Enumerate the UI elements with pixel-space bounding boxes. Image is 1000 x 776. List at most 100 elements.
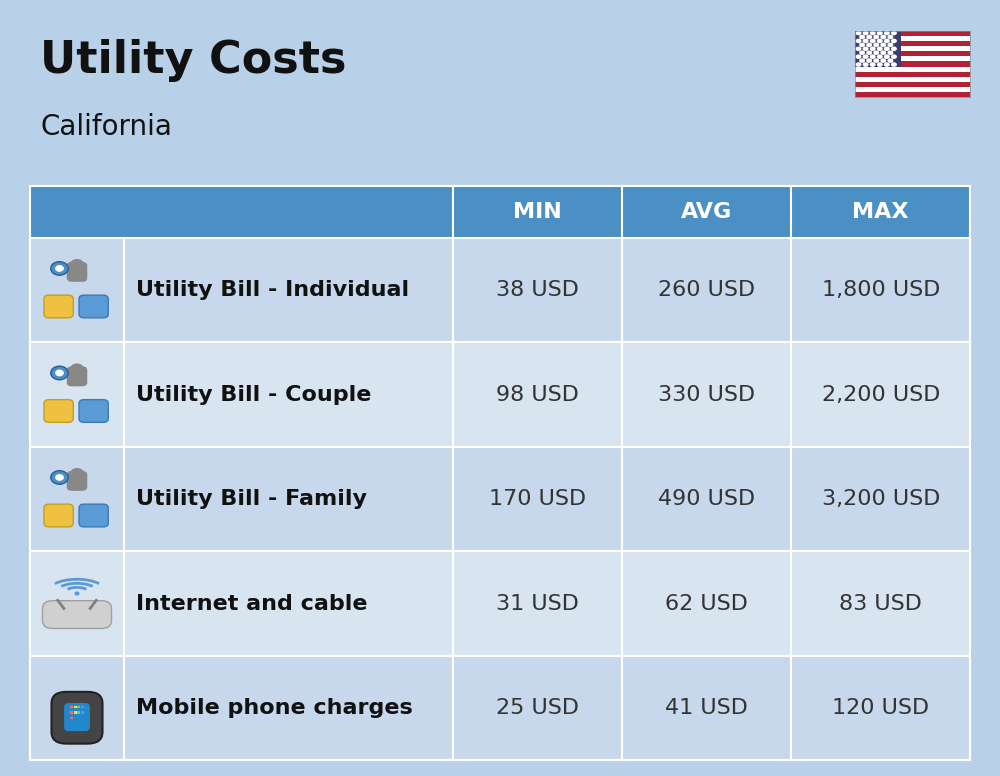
Bar <box>855 77 970 81</box>
FancyBboxPatch shape <box>67 471 87 491</box>
Bar <box>70 705 73 708</box>
Bar <box>855 92 970 97</box>
Bar <box>855 61 970 67</box>
Text: 62 USD: 62 USD <box>665 594 748 614</box>
Circle shape <box>863 47 869 51</box>
Circle shape <box>880 43 886 47</box>
Circle shape <box>856 62 862 67</box>
Circle shape <box>51 262 68 275</box>
Circle shape <box>859 50 865 55</box>
Bar <box>30 186 970 760</box>
Bar <box>855 57 970 61</box>
FancyBboxPatch shape <box>79 400 108 422</box>
Circle shape <box>55 265 64 272</box>
Circle shape <box>866 58 872 63</box>
Text: Mobile phone charges: Mobile phone charges <box>136 698 413 719</box>
Bar <box>74 705 77 708</box>
Text: Internet and cable: Internet and cable <box>136 594 368 614</box>
Text: Utility Costs: Utility Costs <box>40 39 347 81</box>
FancyBboxPatch shape <box>64 703 90 731</box>
Bar <box>30 656 970 760</box>
Circle shape <box>55 474 64 481</box>
Circle shape <box>51 471 68 484</box>
Circle shape <box>863 62 869 67</box>
Circle shape <box>880 58 886 63</box>
Circle shape <box>70 259 84 270</box>
Circle shape <box>870 39 876 43</box>
Bar <box>74 711 77 713</box>
Bar <box>77 711 80 713</box>
Circle shape <box>856 47 862 51</box>
Circle shape <box>873 43 879 47</box>
Circle shape <box>870 54 876 59</box>
Bar <box>855 51 970 57</box>
Bar <box>70 711 73 713</box>
Bar <box>30 186 970 238</box>
Circle shape <box>856 31 862 36</box>
Circle shape <box>880 35 886 40</box>
Circle shape <box>891 54 897 59</box>
Circle shape <box>863 31 869 36</box>
Circle shape <box>856 39 862 43</box>
Circle shape <box>887 58 893 63</box>
Circle shape <box>70 363 84 374</box>
FancyBboxPatch shape <box>79 295 108 318</box>
Circle shape <box>55 369 64 376</box>
Bar <box>855 36 970 41</box>
Text: California: California <box>40 113 172 140</box>
FancyBboxPatch shape <box>67 262 87 282</box>
Bar <box>855 31 970 36</box>
Circle shape <box>884 39 890 43</box>
Circle shape <box>877 62 883 67</box>
Text: 25 USD: 25 USD <box>496 698 579 719</box>
Circle shape <box>870 47 876 51</box>
Bar <box>855 31 970 97</box>
Circle shape <box>891 62 897 67</box>
Circle shape <box>873 50 879 55</box>
Circle shape <box>863 54 869 59</box>
Circle shape <box>891 31 897 36</box>
Text: 98 USD: 98 USD <box>496 385 579 405</box>
Text: 2,200 USD: 2,200 USD <box>822 385 940 405</box>
Circle shape <box>877 39 883 43</box>
Bar <box>855 87 970 92</box>
Bar <box>30 238 970 342</box>
Bar <box>855 81 970 87</box>
Bar <box>81 711 84 713</box>
Circle shape <box>866 35 872 40</box>
Bar <box>855 71 970 77</box>
Text: 83 USD: 83 USD <box>839 594 922 614</box>
Text: 41 USD: 41 USD <box>665 698 748 719</box>
Text: 31 USD: 31 USD <box>496 594 579 614</box>
Circle shape <box>877 54 883 59</box>
Bar <box>77 705 80 708</box>
Text: 38 USD: 38 USD <box>496 280 579 300</box>
Bar <box>855 67 970 71</box>
Bar <box>81 705 84 708</box>
Circle shape <box>880 50 886 55</box>
Text: 1,800 USD: 1,800 USD <box>822 280 940 300</box>
Circle shape <box>877 31 883 36</box>
Circle shape <box>51 366 68 379</box>
Text: Utility Bill - Couple: Utility Bill - Couple <box>136 385 371 405</box>
Circle shape <box>887 43 893 47</box>
Text: Utility Bill - Individual: Utility Bill - Individual <box>136 280 409 300</box>
Circle shape <box>856 54 862 59</box>
Circle shape <box>863 39 869 43</box>
Circle shape <box>70 468 84 479</box>
Circle shape <box>866 43 872 47</box>
Circle shape <box>866 50 872 55</box>
Text: MIN: MIN <box>513 202 562 222</box>
Text: 330 USD: 330 USD <box>658 385 755 405</box>
Circle shape <box>884 62 890 67</box>
Circle shape <box>891 47 897 51</box>
Text: 120 USD: 120 USD <box>832 698 929 719</box>
Circle shape <box>859 35 865 40</box>
FancyBboxPatch shape <box>67 366 87 386</box>
Circle shape <box>884 31 890 36</box>
Circle shape <box>884 54 890 59</box>
Circle shape <box>891 39 897 43</box>
Text: 490 USD: 490 USD <box>658 489 755 509</box>
Bar <box>855 47 970 51</box>
Circle shape <box>873 35 879 40</box>
